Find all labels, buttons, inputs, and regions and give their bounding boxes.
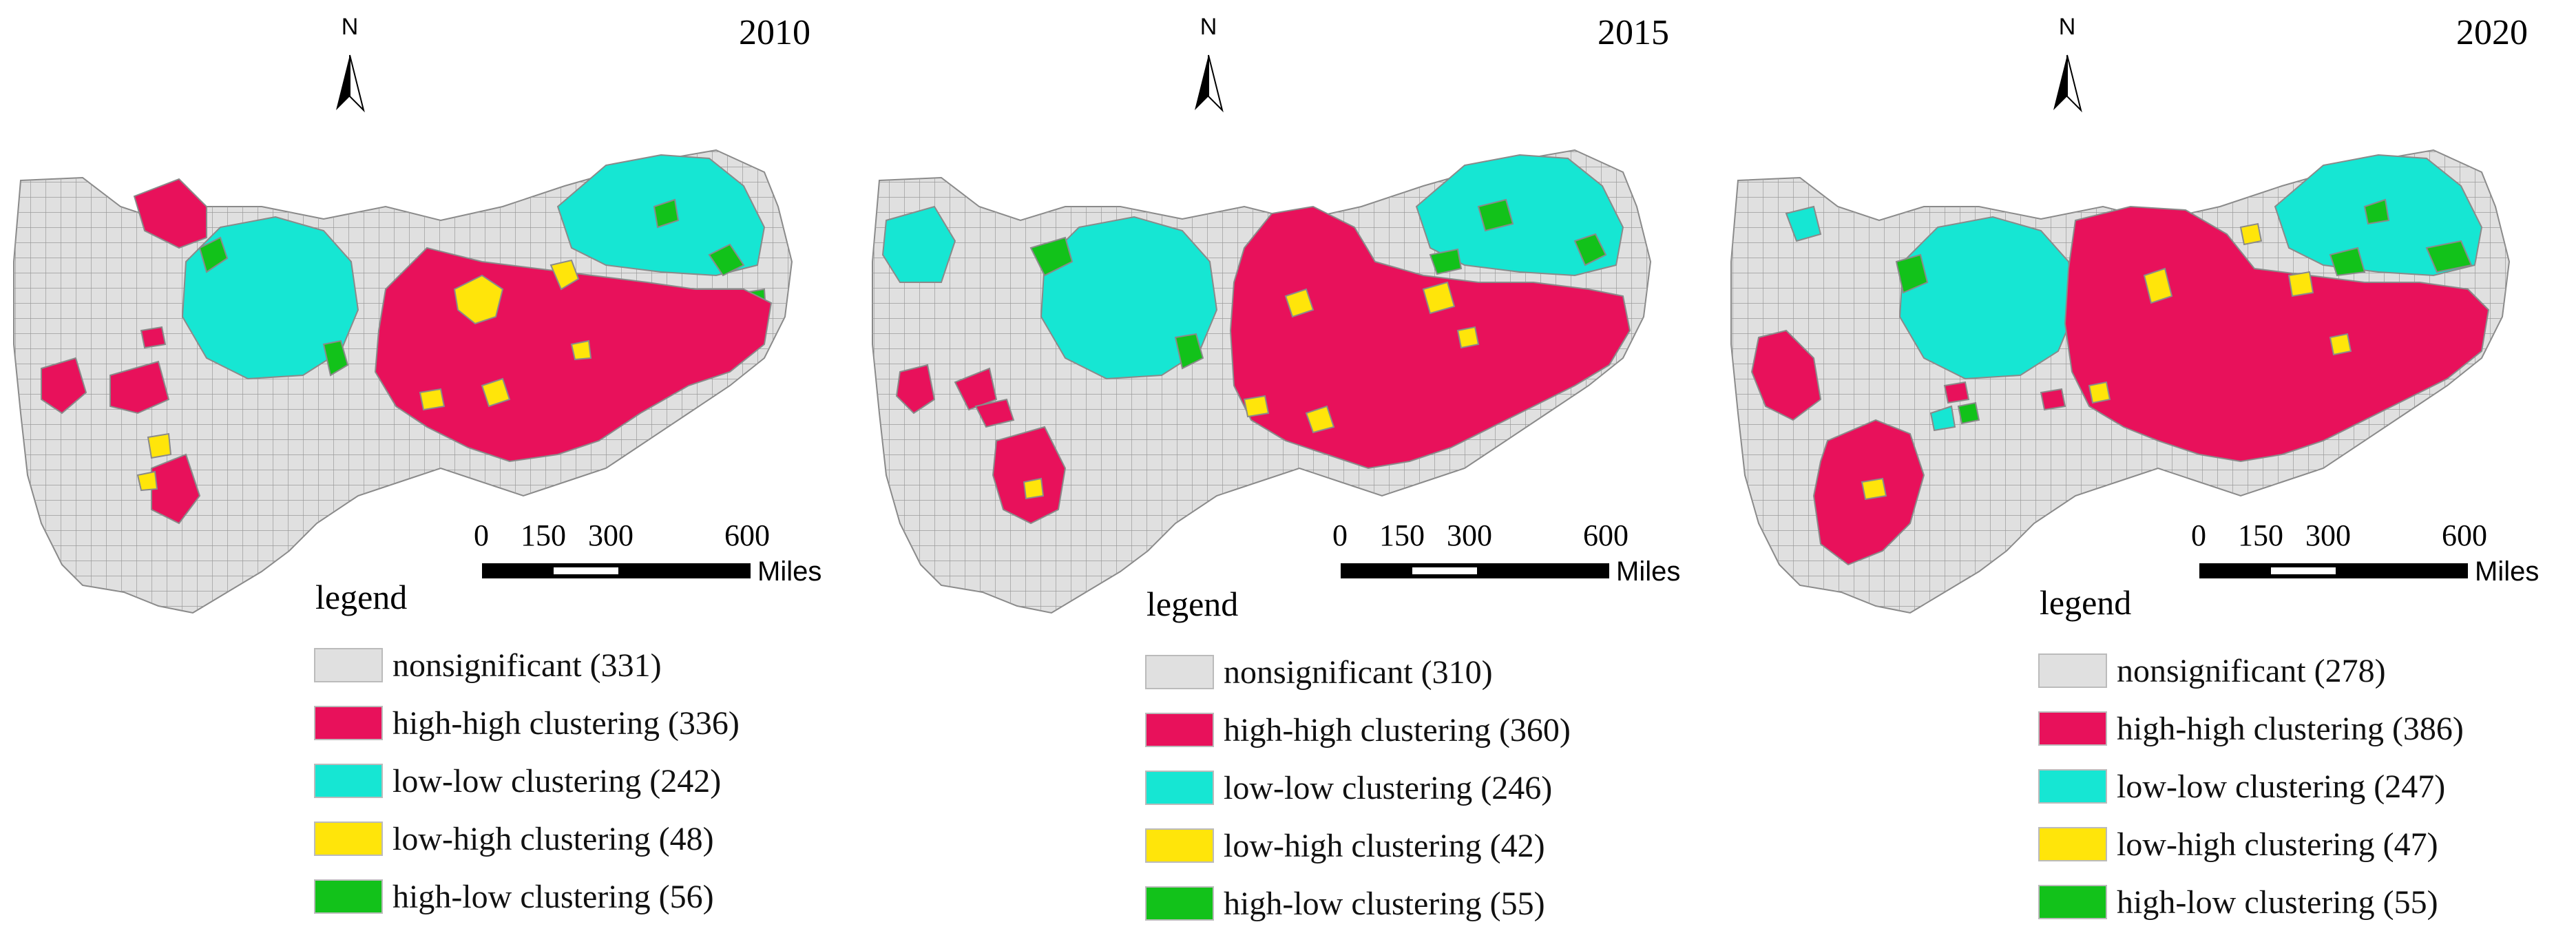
scale-tick: 300 bbox=[2305, 519, 2351, 552]
legend-label: high-high clustering (360) bbox=[1224, 711, 1571, 749]
legend-swatch bbox=[2038, 827, 2107, 861]
legend-label: low-high clustering (47) bbox=[2117, 826, 2438, 863]
legend-label: nonsignificant (278) bbox=[2117, 652, 2386, 689]
legend-item-nonsignificant: nonsignificant (310) bbox=[1145, 651, 1493, 693]
scale-tick: 150 bbox=[2238, 519, 2283, 552]
legend-label: high-high clustering (336) bbox=[392, 704, 740, 742]
map-panel-2010: 2010 N 0 150 300 600 Miles legend nonsig… bbox=[0, 0, 859, 942]
map-2020 bbox=[1730, 54, 2511, 614]
scale-tick: 600 bbox=[1583, 519, 1629, 552]
legend-item-low-low: low-low clustering (242) bbox=[314, 760, 721, 802]
region-low-high bbox=[136, 259, 592, 492]
legend-label: high-low clustering (55) bbox=[1224, 885, 1545, 922]
region-low-high bbox=[1023, 281, 1480, 500]
region-high-low bbox=[198, 198, 767, 377]
scale-tick: 600 bbox=[2442, 519, 2487, 552]
legend-swatch bbox=[1145, 655, 1214, 689]
map-panel-2015: 2015 N 0 150 300 600 Miles legend nonsig… bbox=[859, 0, 1717, 942]
map-2015 bbox=[872, 54, 1652, 614]
year-label: 2010 bbox=[739, 13, 810, 52]
legend-label: high-high clustering (386) bbox=[2117, 710, 2464, 747]
legend-label: low-high clustering (42) bbox=[1224, 827, 1545, 864]
scale-tick: 150 bbox=[521, 519, 566, 552]
legend-item-high-high: high-high clustering (386) bbox=[2038, 708, 2464, 749]
legend-label: high-low clustering (55) bbox=[2117, 883, 2438, 921]
year-label: 2015 bbox=[1598, 13, 1669, 52]
scale-tick: 600 bbox=[724, 519, 770, 552]
legend-title: legend bbox=[2040, 583, 2132, 622]
legend-swatch bbox=[2038, 769, 2107, 804]
legend-swatch bbox=[314, 706, 383, 740]
region-high-high bbox=[895, 205, 1631, 525]
legend-label: nonsignificant (310) bbox=[1224, 653, 1493, 691]
legend-item-low-high: low-high clustering (48) bbox=[314, 818, 714, 859]
legend-label: low-low clustering (242) bbox=[392, 762, 722, 799]
map-2010 bbox=[13, 54, 793, 614]
north-arrow-2010 bbox=[336, 54, 365, 113]
region-low-high bbox=[1861, 222, 2352, 501]
legend-swatch bbox=[314, 879, 383, 914]
scale-bar-2010 bbox=[482, 563, 751, 578]
legend-title: legend bbox=[315, 578, 408, 616]
legend-item-low-high: low-high clustering (47) bbox=[2038, 824, 2438, 865]
legend-swatch bbox=[2038, 885, 2107, 919]
legend-item-nonsignificant: nonsignificant (331) bbox=[314, 645, 662, 686]
scale-bar-2015 bbox=[1341, 563, 1609, 578]
scale-tick: 0 bbox=[1332, 519, 1348, 552]
legend-swatch bbox=[2038, 653, 2107, 688]
legend-swatch bbox=[1145, 828, 1214, 863]
legend-label: low-low clustering (247) bbox=[2117, 768, 2446, 805]
scale-tick: 300 bbox=[1447, 519, 1492, 552]
region-high-low bbox=[1895, 198, 2473, 425]
legend-swatch bbox=[1145, 771, 1214, 805]
legend-swatch bbox=[314, 764, 383, 798]
legend-swatch bbox=[1145, 886, 1214, 921]
legend-label: low-low clustering (246) bbox=[1224, 769, 1553, 806]
north-label: N bbox=[1200, 14, 1217, 40]
legend-item-low-low: low-low clustering (247) bbox=[2038, 766, 2445, 807]
north-label: N bbox=[341, 14, 359, 40]
scale-unit: Miles bbox=[2475, 556, 2540, 587]
legend-item-high-high: high-high clustering (360) bbox=[1145, 709, 1571, 751]
region-high-low bbox=[1029, 198, 1607, 370]
legend-item-high-low: high-low clustering (55) bbox=[1145, 883, 1545, 924]
scale-tick: 0 bbox=[2191, 519, 2206, 552]
legend-swatch bbox=[2038, 711, 2107, 746]
scale-unit: Miles bbox=[1616, 556, 1681, 587]
scale-tick: 150 bbox=[1379, 519, 1425, 552]
legend-swatch bbox=[314, 648, 383, 682]
scale-tick: 0 bbox=[474, 519, 489, 552]
legend-item-low-high: low-high clustering (42) bbox=[1145, 825, 1545, 866]
legend-item-nonsignificant: nonsignificant (278) bbox=[2038, 650, 2386, 691]
legend-label: nonsignificant (331) bbox=[392, 647, 662, 684]
scale-bar-2020 bbox=[2199, 563, 2468, 578]
legend-label: low-high clustering (48) bbox=[392, 820, 714, 857]
north-arrow-2020 bbox=[2053, 54, 2082, 113]
region-low-low bbox=[881, 154, 1624, 380]
year-label: 2020 bbox=[2456, 13, 2528, 52]
legend-swatch bbox=[314, 821, 383, 856]
scale-tick: 300 bbox=[588, 519, 633, 552]
legend-item-low-low: low-low clustering (246) bbox=[1145, 767, 1552, 808]
legend-item-high-high: high-high clustering (336) bbox=[314, 702, 740, 744]
north-label: N bbox=[2058, 14, 2076, 40]
legend-item-high-low: high-low clustering (56) bbox=[314, 876, 714, 917]
map-panel-2020: 2020 N 0 150 300 600 Miles legend nonsig… bbox=[1717, 0, 2576, 942]
scale-unit: Miles bbox=[757, 556, 822, 587]
north-arrow-2015 bbox=[1195, 54, 1224, 113]
legend-swatch bbox=[1145, 713, 1214, 747]
legend-item-high-low: high-low clustering (55) bbox=[2038, 881, 2438, 923]
legend-title: legend bbox=[1146, 585, 1239, 623]
legend-label: high-low clustering (56) bbox=[392, 878, 714, 915]
